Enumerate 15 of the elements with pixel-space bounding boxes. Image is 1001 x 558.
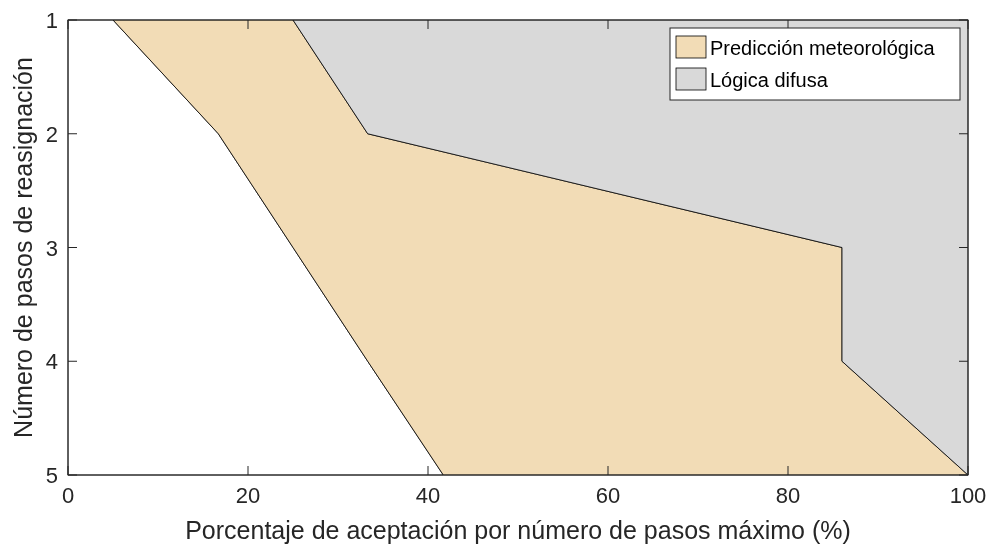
y-tick-label: 5 <box>45 463 58 488</box>
y-axis-title: Número de pasos de reasignación <box>9 57 37 438</box>
x-tick-label: 60 <box>595 483 621 508</box>
legend-label: Lógica difusa <box>710 69 829 91</box>
y-tick-label: 1 <box>45 8 58 33</box>
x-axis-title: Porcentaje de aceptación por número de pasos máximo (%) <box>185 516 851 544</box>
y-tick-label: 2 <box>45 121 58 147</box>
x-tick-label: 0 <box>61 483 75 508</box>
x-tick-label: 100 <box>949 483 987 508</box>
y-tick-label: 3 <box>45 235 58 261</box>
x-tick-label: 20 <box>235 483 261 508</box>
y-tick-label: 4 <box>45 349 58 375</box>
legend-label: Predicción meteorológica <box>710 37 936 59</box>
x-tick-label: 80 <box>775 483 801 508</box>
x-tick-label: 40 <box>415 483 441 508</box>
